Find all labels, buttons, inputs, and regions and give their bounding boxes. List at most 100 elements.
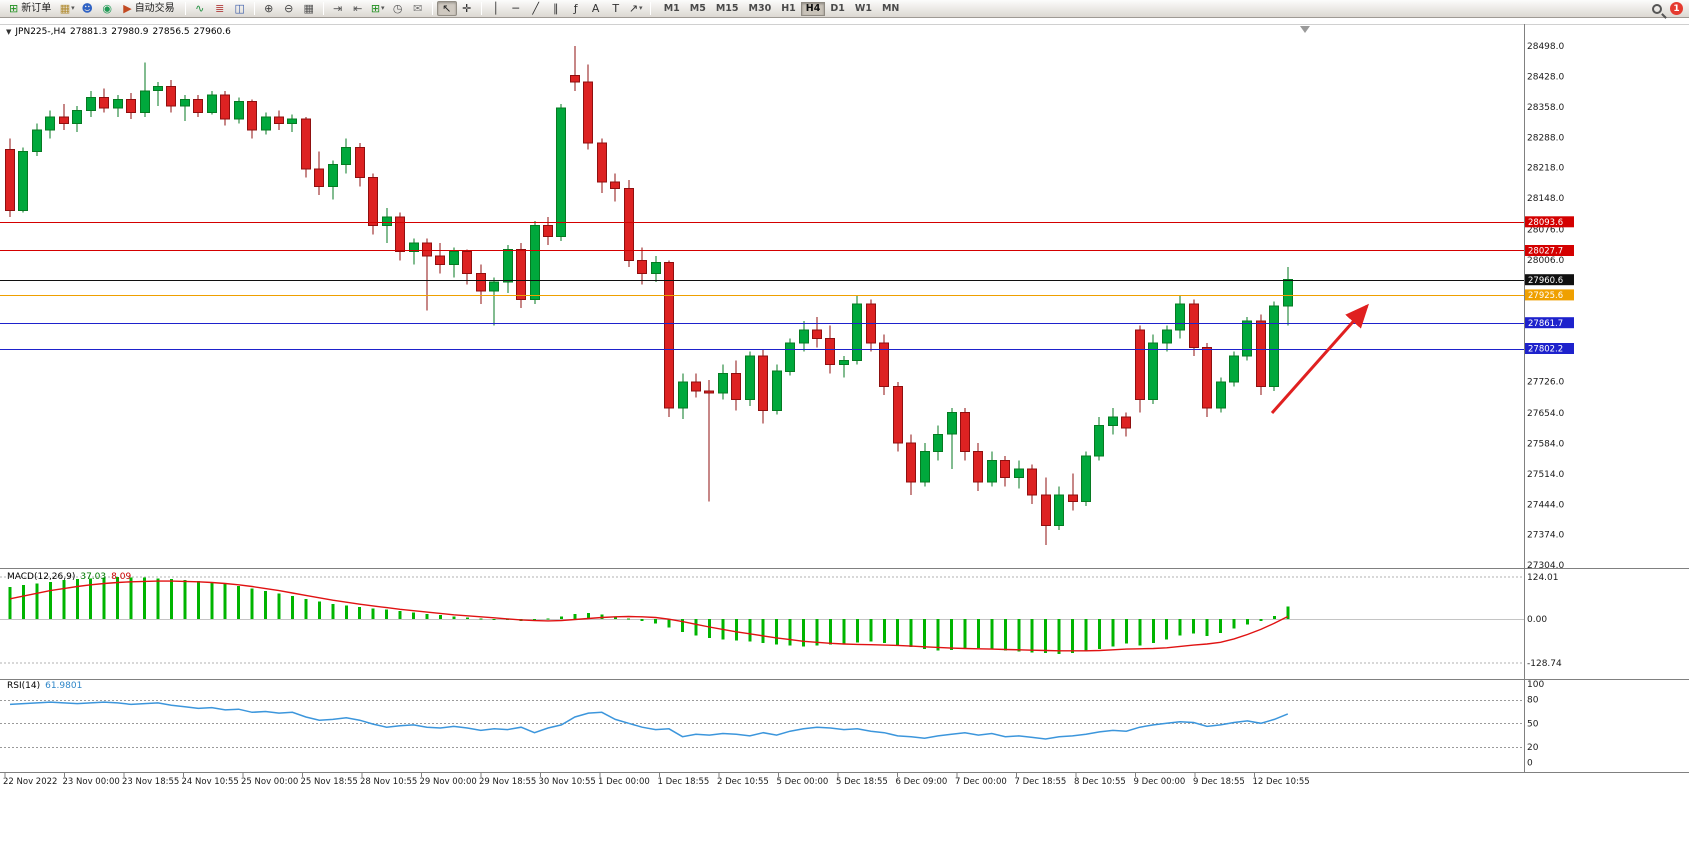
notification-badge[interactable]: 1 <box>1670 2 1683 15</box>
templates-icon: ◫ <box>234 2 245 15</box>
rsi-line <box>9 701 1289 740</box>
svg-text:27374.0: 27374.0 <box>1527 531 1564 541</box>
period-separators-button[interactable]: ◷ <box>388 1 408 16</box>
svg-text:28498.0: 28498.0 <box>1527 42 1564 52</box>
svg-text:29 Nov 00:00: 29 Nov 00:00 <box>420 777 477 787</box>
autotrading-icon: ▶ <box>123 2 132 15</box>
timeframe-d1-button[interactable]: D1 <box>830 3 845 14</box>
indicators-icon: ∿ <box>195 2 205 15</box>
svg-text:27444.0: 27444.0 <box>1527 500 1564 510</box>
symbol-label: JPN225-,H4 <box>15 27 66 37</box>
mail-button[interactable]: ✉ <box>408 1 428 16</box>
horizontal-line-tool-icon: ─ <box>512 2 519 15</box>
profiles-button[interactable]: ☻ <box>77 1 97 16</box>
price-tag: 28027.7 <box>1525 245 1574 257</box>
svg-text:7 Dec 00:00: 7 Dec 00:00 <box>955 777 1007 787</box>
vertical-line-tool-button[interactable]: │ <box>486 1 506 16</box>
svg-text:28093.6: 28093.6 <box>1528 218 1563 228</box>
timeframe-switcher: M1 M5 M15 M30 H1 H4 D1 W1 MN <box>659 1 905 16</box>
timeframe-w1-button[interactable]: W1 <box>854 3 872 14</box>
timeframe-h4-button[interactable]: H4 <box>800 1 826 16</box>
profiles-icon: ☻ <box>81 2 93 15</box>
chart-shift-button[interactable]: ⇤ <box>348 1 368 16</box>
timeframe-m5-button[interactable]: M5 <box>689 3 706 14</box>
text-tool-icon: A <box>591 2 600 15</box>
toolbar-separator <box>480 2 482 15</box>
candles-layer <box>5 46 1293 546</box>
macd-indicator-label: MACD(12,26,9) 37.03 8.09 <box>7 572 136 582</box>
new-chart-icon: ⊞ <box>370 2 381 15</box>
svg-text:5 Dec 18:55: 5 Dec 18:55 <box>836 777 888 787</box>
svg-text:0: 0 <box>1527 759 1533 769</box>
price-tag: 27802.2 <box>1525 343 1574 355</box>
svg-text:50: 50 <box>1527 719 1539 729</box>
svg-text:9 Dec 00:00: 9 Dec 00:00 <box>1134 777 1186 787</box>
price-tag: 27960.6 <box>1525 274 1574 286</box>
fibonacci-tool-button[interactable]: ƒ <box>566 1 586 16</box>
community-button[interactable]: ◉ <box>97 1 117 16</box>
svg-text:27304.0: 27304.0 <box>1527 561 1564 571</box>
ohlc-close: 27960.6 <box>193 27 231 37</box>
rsi-panel <box>0 700 1524 748</box>
zoom-out-button[interactable]: ⊖ <box>279 1 299 16</box>
autotrading-button[interactable]: ▶ 自动交易 <box>117 1 180 16</box>
charts-menu-button[interactable]: ▦ ▾ <box>57 1 77 16</box>
svg-text:22 Nov 2022: 22 Nov 2022 <box>3 777 57 787</box>
objects-list-button[interactable]: ≣ <box>210 1 230 16</box>
zoom-in-button[interactable]: ⊕ <box>259 1 279 16</box>
templates-button[interactable]: ◫ <box>230 1 250 16</box>
svg-text:7 Dec 18:55: 7 Dec 18:55 <box>1015 777 1067 787</box>
svg-text:6 Dec 09:00: 6 Dec 09:00 <box>896 777 948 787</box>
arrows-tool-button[interactable]: ↗ ▾ <box>626 1 646 16</box>
auto-scroll-icon: ⇥ <box>333 2 343 15</box>
cursor-tool-button[interactable]: ↖ <box>436 1 457 16</box>
charts-menu-icon: ▦ <box>59 2 71 15</box>
svg-text:28076.0: 28076.0 <box>1527 225 1564 235</box>
search-icon[interactable] <box>1652 3 1662 14</box>
timeframe-h1-button[interactable]: H1 <box>781 3 796 14</box>
svg-text:27861.7: 27861.7 <box>1528 319 1563 329</box>
svg-text:0.00: 0.00 <box>1527 615 1547 625</box>
price-scale[interactable]: 28498.0 28428.0 28358.0 28288.0 28218.0 28148… <box>1525 42 1574 769</box>
macd-value: 37.03 <box>80 572 107 582</box>
text-tool-button[interactable]: A <box>586 1 606 16</box>
text-label-tool-button[interactable]: T <box>606 1 626 16</box>
svg-text:24 Nov 10:55: 24 Nov 10:55 <box>182 777 239 787</box>
chevron-down-icon: ▾ <box>71 4 75 12</box>
svg-text:25 Nov 18:55: 25 Nov 18:55 <box>301 777 358 787</box>
timeframe-m15-button[interactable]: M15 <box>715 3 739 14</box>
svg-text:27726.0: 27726.0 <box>1527 378 1564 388</box>
new-chart-button[interactable]: ⊞ ▾ <box>368 1 388 16</box>
timeframe-m30-button[interactable]: M30 <box>748 3 772 14</box>
time-axis[interactable]: 22 Nov 2022 23 Nov 00:00 23 Nov 18:55 24 No… <box>3 773 1310 787</box>
chart-shift-icon: ⇤ <box>353 2 363 15</box>
svg-text:23 Nov 00:00: 23 Nov 00:00 <box>63 777 120 787</box>
svg-text:2 Dec 10:55: 2 Dec 10:55 <box>717 777 769 787</box>
svg-text:1 Dec 18:55: 1 Dec 18:55 <box>658 777 710 787</box>
timeframe-mn-button[interactable]: MN <box>881 3 900 14</box>
price-tag: 27861.7 <box>1525 317 1574 329</box>
auto-scroll-button[interactable]: ⇥ <box>328 1 348 16</box>
chevron-down-icon: ▾ <box>639 4 643 12</box>
toolbar-right: 1 <box>1652 2 1686 15</box>
toolbar-separator <box>431 2 433 15</box>
macd-signal-value: 8.09 <box>111 572 132 582</box>
main-toolbar: ⊞ 新订单 ▦ ▾ ☻ ◉ ▶ 自动交易 ∿ ≣ ◫ ⊕ ⊖ ▦ ⇥ ⇤ ⊞ ▾ ◷ ✉ ↖ ✛ │ ─ ╱ ∥ ƒ A T ↗ ▾ M1 M… <box>0 0 1689 18</box>
svg-text:25 Nov 00:00: 25 Nov 00:00 <box>241 777 298 787</box>
new-order-button-label: 新订单 <box>21 2 52 14</box>
tile-windows-button[interactable]: ▦ <box>299 1 319 16</box>
trend-arrow-annotation[interactable] <box>1270 303 1369 414</box>
new-order-button[interactable]: ⊞ 新订单 <box>3 1 57 16</box>
trendline-tool-button[interactable]: ╱ <box>526 1 546 16</box>
chart-shift-marker[interactable] <box>1300 26 1310 33</box>
timeframe-m1-button[interactable]: M1 <box>663 3 680 14</box>
indicators-button[interactable]: ∿ <box>190 1 210 16</box>
symbol-marker-icon: ▼ <box>6 28 12 36</box>
svg-text:100: 100 <box>1527 680 1544 690</box>
crosshair-tool-button[interactable]: ✛ <box>457 1 477 16</box>
channel-tool-button[interactable]: ∥ <box>546 1 566 16</box>
macd-signal-line <box>9 580 1289 652</box>
horizontal-line-tool-button[interactable]: ─ <box>506 1 526 16</box>
toolbar-separator <box>649 2 651 15</box>
